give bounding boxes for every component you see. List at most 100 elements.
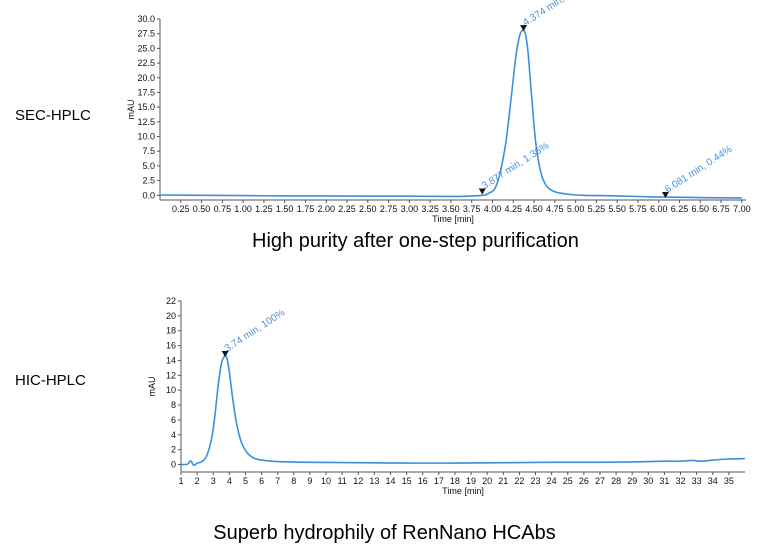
hic-x-tick-label: 6 — [259, 476, 264, 486]
hic-x-tick-label: 34 — [708, 476, 718, 486]
hic-y-tick-label: 10 — [166, 385, 176, 395]
hic-x-tick-label: 27 — [595, 476, 605, 486]
hic-y-axis-title: mAU — [147, 377, 157, 397]
sec-y-tick-label: 5.0 — [142, 161, 155, 171]
hic-x-tick-label: 29 — [627, 476, 637, 486]
sec-x-tick-label: 1.25 — [255, 204, 273, 214]
hic-y-tick-label: 6 — [171, 415, 176, 425]
hic-x-tick-label: 35 — [724, 476, 734, 486]
hic-x-tick-label: 1 — [178, 476, 183, 486]
hic-peak-label: 3.74 min, 100% — [223, 307, 287, 354]
sec-caption: High purity after one-step purification — [252, 230, 579, 252]
hic-x-tick-label: 23 — [531, 476, 541, 486]
hic-y-tick-label: 2 — [171, 445, 176, 455]
hic-x-tick-label: 32 — [676, 476, 686, 486]
sec-trace-line — [159, 29, 742, 199]
hic-x-tick-label: 10 — [321, 476, 331, 486]
sec-x-tick-label: 1.50 — [276, 204, 294, 214]
hic-trace-line — [180, 355, 746, 467]
hic-x-tick-label: 3 — [211, 476, 216, 486]
sec-y-tick-label: 15.0 — [137, 102, 155, 112]
hic-y-tick-label: 0 — [171, 460, 176, 470]
sec-peak-label: 6.081 min, 0.44% — [663, 144, 734, 196]
hic-x-tick-label: 28 — [611, 476, 621, 486]
hic-x-axis-title: Time [min] — [442, 486, 484, 496]
hic-x-tick-label: 15 — [402, 476, 412, 486]
hic-y-tick-label: 8 — [171, 400, 176, 410]
hic-caption: Superb hydrophily of RenNano HCAbs — [213, 522, 556, 544]
hic-x-tick-label: 25 — [563, 476, 573, 486]
hic-x-tick-label: 7 — [275, 476, 280, 486]
sec-x-tick-label: 6.00 — [650, 204, 668, 214]
hic-y-tick-label: 18 — [166, 326, 176, 336]
sec-peak-marker — [478, 188, 486, 195]
sec-x-tick-label: 2.25 — [338, 204, 356, 214]
hic-x-tick-label: 18 — [450, 476, 460, 486]
sec-x-tick-label: 1.75 — [297, 204, 315, 214]
sec-x-tick-label: 5.50 — [608, 204, 626, 214]
sec-x-tick-label: 4.75 — [546, 204, 564, 214]
sec-y-tick-label: 10.0 — [137, 132, 155, 142]
hic-x-tick-label: 2 — [195, 476, 200, 486]
sec-x-tick-label: 6.50 — [692, 204, 710, 214]
sec-x-tick-label: 3.50 — [442, 204, 460, 214]
hic-x-tick-label: 9 — [307, 476, 312, 486]
hic-x-tick-label: 30 — [643, 476, 653, 486]
sec-x-tick-label: 4.25 — [504, 204, 522, 214]
sec-x-tick-label: 2.75 — [380, 204, 398, 214]
sec-x-tick-label: 5.25 — [588, 204, 606, 214]
sec-x-tick-label: 4.00 — [484, 204, 502, 214]
hic-x-tick-label: 4 — [227, 476, 232, 486]
hic-x-tick-label: 11 — [337, 476, 346, 486]
sec-hplc-label: SEC-HPLC — [15, 107, 91, 124]
hic-x-tick-label: 33 — [692, 476, 702, 486]
sec-x-tick-label: 6.25 — [671, 204, 689, 214]
sec-y-tick-label: 17.5 — [137, 87, 155, 97]
sec-x-tick-label: 5.00 — [567, 204, 585, 214]
sec-peak-label: 3.877 min, 1.36% — [480, 140, 551, 192]
sec-x-tick-label: 3.00 — [401, 204, 419, 214]
sec-y-tick-label: 12.5 — [137, 117, 155, 127]
sec-y-tick-label: 30.0 — [137, 14, 155, 24]
sec-x-tick-label: 0.75 — [214, 204, 232, 214]
hic-hplc-label: HIC-HPLC — [15, 372, 86, 389]
sec-x-tick-label: 2.00 — [317, 204, 335, 214]
sec-peak-label: 4.374 min, 98.2% — [521, 0, 592, 29]
hic-y-tick-label: 16 — [166, 341, 176, 351]
hic-x-tick-label: 19 — [466, 476, 476, 486]
hic-x-tick-label: 12 — [353, 476, 363, 486]
sec-y-tick-label: 25.0 — [137, 43, 155, 53]
sec-x-tick-label: 5.75 — [629, 204, 647, 214]
hic-peak-marker — [221, 351, 229, 358]
hic-x-tick-label: 26 — [579, 476, 589, 486]
sec-y-tick-label: 0.0 — [142, 190, 155, 200]
sec-x-tick-label: 7.00 — [733, 204, 751, 214]
sec-x-tick-label: 0.50 — [193, 204, 211, 214]
hic-x-tick-label: 21 — [498, 476, 508, 486]
hic-x-tick-label: 5 — [243, 476, 248, 486]
hic-x-tick-label: 22 — [514, 476, 524, 486]
sec-peak-marker — [520, 25, 528, 32]
hic-y-tick-label: 20 — [166, 311, 176, 321]
sec-y-tick-label: 2.5 — [142, 176, 155, 186]
hic-y-tick-label: 14 — [166, 355, 176, 365]
hic-x-tick-label: 16 — [418, 476, 428, 486]
hic-y-tick-label: 12 — [166, 370, 176, 380]
sec-y-tick-label: 27.5 — [137, 29, 155, 39]
sec-x-axis-title: Time [min] — [432, 214, 474, 224]
hic-x-tick-label: 20 — [482, 476, 492, 486]
hic-y-tick-label: 4 — [171, 430, 176, 440]
sec-peak-marker — [661, 192, 669, 199]
hic-x-tick-label: 14 — [385, 476, 395, 486]
hic-x-tick-label: 8 — [291, 476, 296, 486]
hic-y-tick-label: 22 — [166, 296, 176, 306]
sec-y-tick-label: 7.5 — [142, 146, 155, 156]
hic-x-tick-label: 13 — [369, 476, 379, 486]
sec-y-tick-label: 20.0 — [137, 73, 155, 83]
sec-x-tick-label: 2.50 — [359, 204, 377, 214]
sec-x-tick-label: 3.25 — [421, 204, 439, 214]
sec-x-tick-label: 1.00 — [234, 204, 252, 214]
sec-y-tick-label: 22.5 — [137, 58, 155, 68]
sec-x-tick-label: 0.25 — [172, 204, 190, 214]
